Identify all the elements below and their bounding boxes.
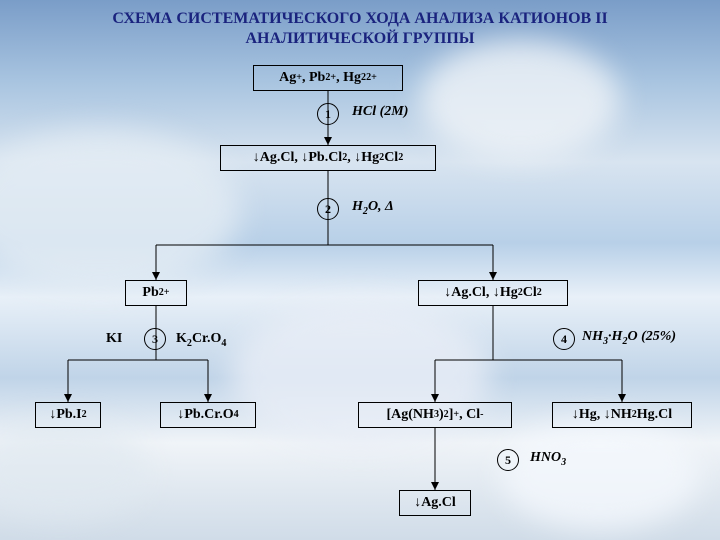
node-n_agnh3: [Ag(NH3)2]+, Cl-	[358, 402, 512, 428]
diagram-stage: СХЕМА СИСТЕМАТИЧЕСКОГО ХОДА АНАЛИЗА КАТИ…	[0, 0, 720, 540]
node-n_agcl: ↓Ag.Cl	[399, 490, 471, 516]
label-l3l: KI	[106, 331, 122, 347]
step-c4: 4	[553, 328, 575, 350]
label-l3r: K2Cr.O4	[176, 331, 226, 347]
label-l2: H2O, Δ	[352, 199, 394, 215]
title-line1: СХЕМА СИСТЕМАТИЧЕСКОГО ХОДА АНАЛИЗА КАТИ…	[0, 10, 720, 28]
node-n_pb: Pb2+	[125, 280, 187, 306]
step-c3: 3	[144, 328, 166, 350]
node-n_hg: ↓Hg, ↓NH2Hg.Cl	[552, 402, 692, 428]
node-n_ag_hg: ↓Ag.Cl, ↓Hg2Cl2	[418, 280, 568, 306]
label-l1: HCl (2M)	[352, 104, 408, 120]
step-c5: 5	[497, 449, 519, 471]
node-n_pbi2: ↓Pb.I2	[35, 402, 101, 428]
label-l4: NH3·H2O (25%)	[582, 329, 676, 345]
node-n_pbcro4: ↓Pb.Cr.O4	[160, 402, 256, 428]
step-c2: 2	[317, 198, 339, 220]
node-n_top: Ag+, Pb2+, Hg22+	[253, 65, 403, 91]
label-l5: HNO3	[530, 450, 566, 466]
title-line2: АНАЛИТИЧЕСКОЙ ГРУППЫ	[0, 30, 720, 48]
node-n_chlor: ↓Ag.Cl, ↓Pb.Cl2, ↓Hg2Cl2	[220, 145, 436, 171]
step-c1: 1	[317, 103, 339, 125]
